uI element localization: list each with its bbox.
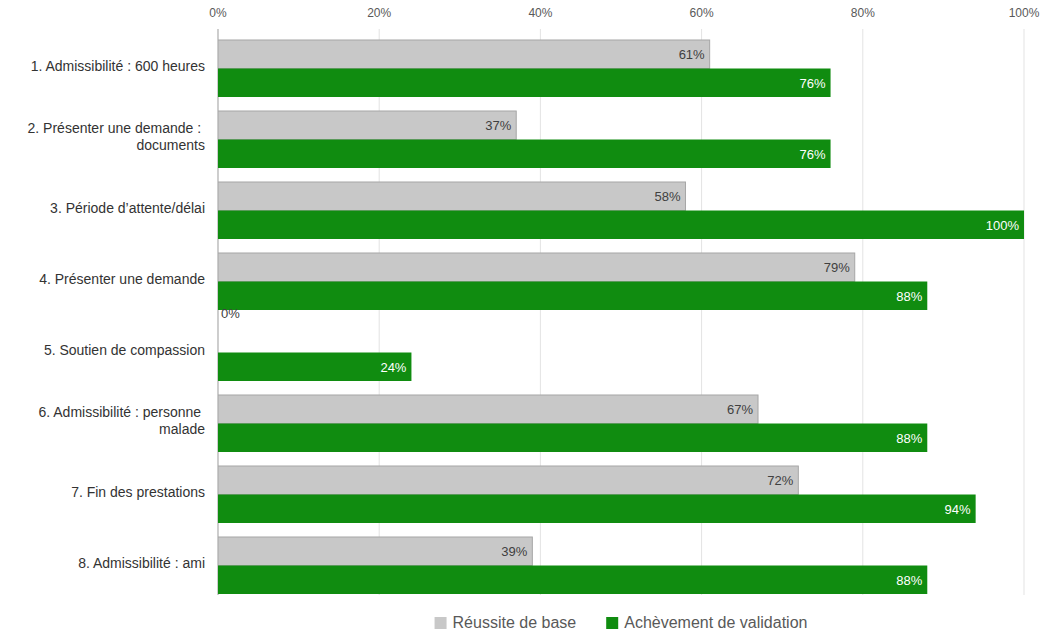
legend-swatch (606, 617, 618, 629)
tick-label: 60% (690, 6, 714, 20)
x-axis: 0% 20% 40% 60% 80% 100% (209, 6, 1039, 595)
bar (218, 395, 758, 424)
data-label: 39% (501, 544, 527, 559)
bar (218, 40, 710, 69)
tick-label: 0% (209, 6, 227, 20)
data-labels: 61% 37% 58% 79% 0% 67% 72% 39% 76% 76% 100% 88% 24% 8… (221, 47, 1019, 588)
legend-swatch (435, 617, 447, 629)
bar (218, 424, 927, 453)
category-label: 4. Présenter une demande (39, 271, 205, 287)
data-label: 76% (800, 147, 826, 162)
category-label: 2. Présenter une demande : documents (28, 120, 205, 153)
category-label: 7. Fin des prestations (71, 484, 205, 500)
bar (218, 537, 532, 566)
bar (218, 211, 1024, 240)
bar (218, 140, 831, 169)
data-label: 94% (945, 502, 971, 517)
legend-item: Achèvement de validation (606, 614, 807, 631)
data-label: 76% (800, 76, 826, 91)
legend-label: Achèvement de validation (624, 614, 807, 631)
category-label: 3. Période d’attente/délai (50, 200, 205, 216)
data-label: 79% (824, 260, 850, 275)
legend-label: Réussite de base (453, 614, 577, 631)
category-label: 6. Admissibilité : personne malade (38, 404, 205, 437)
data-label: 88% (896, 289, 922, 304)
chart: 0% 20% 40% 60% 80% 100% 1. Admissibilité : 600… (0, 0, 1050, 643)
bar (218, 353, 411, 382)
data-label: 100% (986, 218, 1020, 233)
bar (218, 111, 516, 140)
tick-label: 40% (528, 6, 552, 20)
category-label: 5. Soutien de compassion (44, 342, 205, 358)
bar (218, 466, 798, 495)
bar (218, 69, 831, 98)
y-axis: 1. Admissibilité : 600 heures 2. Présente… (28, 58, 206, 571)
data-label: 37% (485, 118, 511, 133)
tick-label: 100% (1009, 6, 1040, 20)
data-label: 67% (727, 402, 753, 417)
data-label: 24% (380, 360, 406, 375)
bars (218, 40, 1024, 594)
legend-item: Réussite de base (435, 614, 577, 631)
data-label: 61% (679, 47, 705, 62)
data-label: 72% (767, 473, 793, 488)
bar (218, 324, 219, 353)
category-label: 8. Admissibilité : ami (78, 555, 205, 571)
category-label: 1. Admissibilité : 600 heures (31, 58, 205, 74)
bar (218, 495, 976, 524)
data-label: 88% (896, 573, 922, 588)
bar (218, 182, 685, 211)
grid-line (1024, 29, 1025, 595)
tick-label: 20% (367, 6, 391, 20)
bar (218, 253, 855, 282)
data-label: 58% (654, 189, 680, 204)
bar (218, 566, 927, 595)
legend: Réussite de base Achèvement de validation (435, 614, 808, 631)
bar (218, 282, 927, 311)
data-label: 88% (896, 431, 922, 446)
tick-label: 80% (851, 6, 875, 20)
data-label: 0% (221, 306, 240, 321)
